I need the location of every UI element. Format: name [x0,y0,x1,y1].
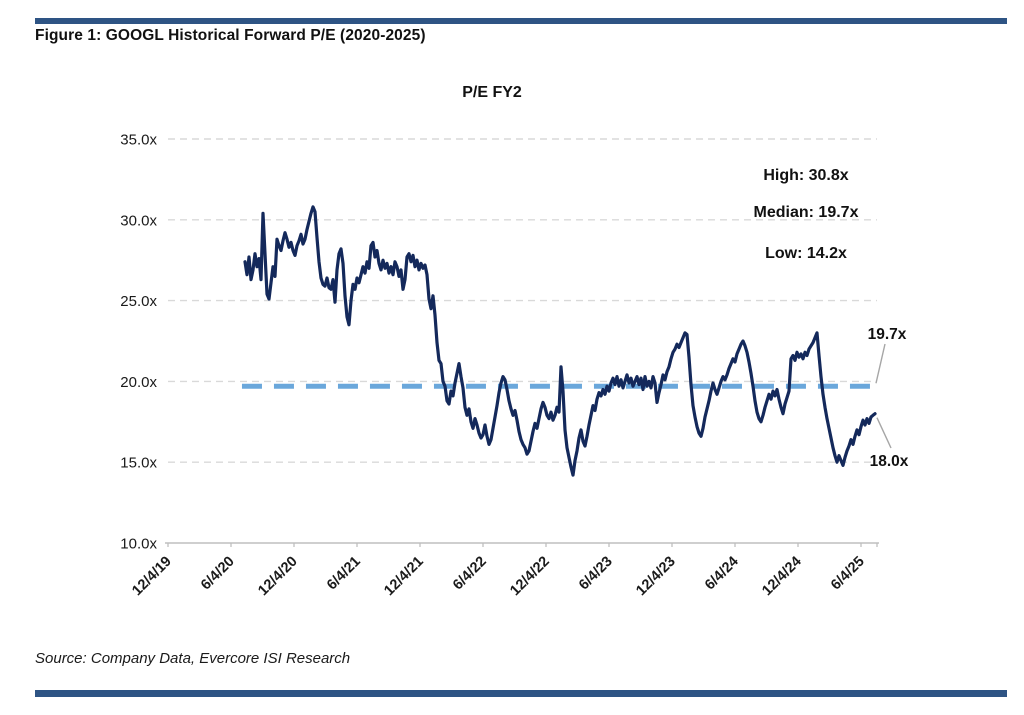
y-tick-label: 35.0x [120,132,157,149]
median-callout-label: 19.7x [868,326,907,343]
y-tick-label: 30.0x [120,212,157,229]
x-tick-label: 12/4/22 [507,554,553,600]
stat-median-label: Median: 19.7x [754,204,859,221]
y-tick-label: 15.0x [120,455,157,472]
x-tick-label: 12/4/24 [759,554,805,600]
y-tick-label: 25.0x [120,293,157,310]
pe-fy2-series-line [243,205,877,477]
x-tick-label: 12/4/23 [633,554,679,600]
last-value-callout-line [876,417,892,449]
bottom-accent-bar [35,690,1007,697]
x-tick-label: 6/4/21 [324,554,364,594]
x-tick-label: 6/4/24 [702,554,742,594]
series-layer [243,205,877,477]
chart-title: P/E FY2 [462,84,522,101]
y-tick-label: 10.0x [120,536,157,553]
top-accent-bar [35,18,1007,24]
x-axis-layer: 12/4/19 6/4/20 12/4/20 6/4/21 12/4/21 6/4/22 1… [129,542,879,600]
figure-title: Figure 1: GOOGL Historical Forward P/E (… [35,27,426,44]
source-note: Source: Company Data, Evercore ISI Resea… [35,650,351,667]
stat-low-label: Low: 14.2x [765,245,847,262]
median-callout-line [875,343,886,384]
x-tick-label: 12/4/21 [381,554,427,600]
x-tick-label: 12/4/20 [255,554,301,600]
last-value-callout-label: 18.0x [870,453,909,470]
x-tick-label: 6/4/20 [198,554,238,594]
callout-lines-layer [875,343,892,449]
y-tick-label: 20.0x [120,374,157,391]
x-tick-label: 6/4/25 [828,554,868,594]
x-tick-label: 6/4/22 [450,554,490,594]
x-tick-label: 12/4/19 [129,554,175,600]
stat-high-label: High: 30.8x [763,167,848,184]
gridlines-layer: 35.0x 30.0x 25.0x 20.0x 15.0x 10.0x [120,132,877,553]
x-tick-label: 6/4/23 [576,554,616,594]
